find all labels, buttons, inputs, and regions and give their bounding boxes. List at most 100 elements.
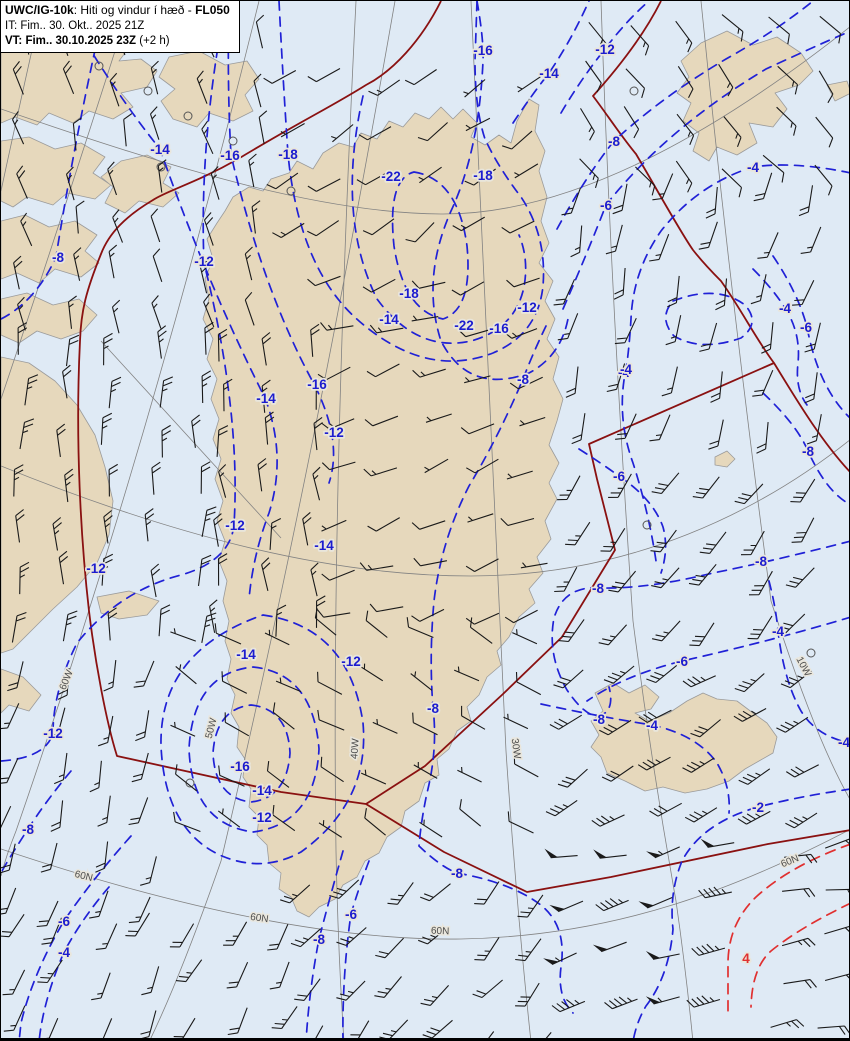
wind-barb-shaft — [665, 315, 682, 346]
wind-barb — [460, 423, 495, 435]
wind-barb-shaft — [598, 624, 628, 646]
wind-barb-shaft — [698, 221, 718, 250]
wind-barb — [791, 517, 815, 543]
wind-barb — [733, 708, 767, 722]
isotherm-line — [762, 392, 849, 505]
wind-barb — [15, 509, 25, 543]
wind-barb-shaft — [107, 161, 118, 196]
wind-barb-shaft — [451, 281, 485, 296]
isotherm-line — [664, 292, 753, 346]
wind-barb-shaft — [218, 464, 227, 498]
wind-barb-shaft — [565, 521, 591, 546]
wind-barb — [411, 608, 445, 622]
wind-barb — [375, 937, 404, 959]
wind-barb-shaft — [157, 325, 167, 359]
wind-barb-shaft — [614, 317, 637, 345]
wind-barb-shaft — [608, 473, 632, 498]
wind-barb — [595, 898, 629, 912]
valid-time-line: VT: Fim.. 30.10.2025 23Z (+2 h) — [5, 34, 230, 49]
wind-barb — [469, 617, 493, 644]
wind-barb — [814, 164, 833, 196]
wind-barb — [785, 812, 818, 829]
wind-barb-shaft — [112, 209, 124, 243]
wind-barb-shaft — [661, 366, 678, 397]
wind-barb-shaft — [517, 894, 544, 918]
wind-barb — [310, 562, 319, 597]
wind-barb — [58, 550, 69, 585]
wind-barb — [699, 531, 727, 554]
meridian-line — [470, 1, 531, 1038]
wind-barb-shaft — [650, 529, 677, 553]
wind-barb-shaft — [336, 980, 366, 1001]
wind-barb-shaft — [824, 973, 849, 982]
wind-barb-shaft — [457, 766, 482, 783]
wind-barb-shaft — [474, 881, 500, 905]
wind-barb-shaft — [515, 671, 542, 696]
wind-barb-shaft — [515, 938, 542, 962]
wind-barb-shaft — [783, 979, 817, 989]
wind-barb-shaft — [50, 800, 64, 832]
wind-barb-shaft — [651, 472, 680, 495]
wind-barb-shaft — [280, 884, 311, 904]
wind-barb — [317, 671, 343, 695]
wind-barb-shaft — [128, 896, 151, 924]
isotherm-line — [212, 704, 291, 803]
wind-barb-shaft — [157, 159, 167, 193]
wind-barb-shaft — [336, 927, 367, 946]
wind-barb-shaft — [503, 713, 529, 730]
wind-barb — [107, 161, 118, 196]
wind-barb — [11, 111, 25, 145]
wind-barb — [197, 554, 212, 586]
wind-barb-shaft — [405, 222, 435, 243]
wind-barb-shaft — [715, 278, 728, 311]
wind-barb-shaft — [272, 222, 305, 238]
wind-barb — [465, 558, 499, 572]
wind-barb — [108, 376, 122, 409]
wind-barb-shaft — [1, 843, 16, 874]
isotherm-line — [1, 1, 236, 762]
wind-barb-shaft — [500, 517, 535, 527]
wind-barb — [418, 926, 449, 945]
wind-barb-shaft — [307, 178, 341, 192]
wind-barb-shaft — [800, 226, 822, 254]
wind-barb — [503, 713, 529, 730]
isotherm-label: -12 — [43, 726, 63, 741]
wind-barb-shaft — [175, 664, 197, 685]
wind-barb-shaft — [637, 756, 671, 771]
wind-barb — [512, 629, 538, 645]
wind-barb — [598, 624, 628, 646]
wind-barb — [336, 927, 367, 946]
wind-barb — [359, 562, 394, 571]
wind-barb-shaft — [65, 166, 75, 201]
wind-barb — [561, 187, 582, 216]
wind-barb — [519, 416, 546, 427]
isotherm-label: -14 — [539, 66, 559, 81]
isotherm-line — [160, 614, 365, 865]
wind-barb — [266, 172, 299, 190]
wind-barb-shaft — [411, 280, 446, 289]
wind-barb — [269, 961, 290, 990]
wind-barb-shaft — [266, 172, 299, 190]
isotherm-label: -6 — [345, 907, 357, 922]
wind-barb — [75, 200, 85, 234]
wind-barb-shaft — [65, 334, 80, 367]
wind-barb — [424, 458, 449, 474]
wind-barb — [175, 959, 203, 983]
wind-barb — [161, 424, 171, 458]
isotherm-line — [540, 703, 731, 814]
wind-barb — [775, 613, 806, 634]
wind-barb-shaft — [73, 247, 82, 281]
isotherm-label: -4 — [772, 624, 784, 639]
wind-barb-shaft — [321, 519, 347, 532]
wind-barb-shaft — [777, 65, 799, 95]
wind-barb — [635, 166, 656, 196]
wind-barb-shaft — [601, 941, 627, 953]
wind-barb-shaft — [253, 73, 262, 108]
wind-barb-shaft — [675, 160, 693, 193]
flight-level: FL050 — [195, 3, 230, 17]
wind-barb-shaft — [108, 463, 118, 497]
wind-barb-shaft — [317, 671, 343, 695]
wind-barb — [12, 61, 24, 95]
land-iceland — [590, 682, 778, 794]
meridian-line — [150, 1, 396, 1038]
